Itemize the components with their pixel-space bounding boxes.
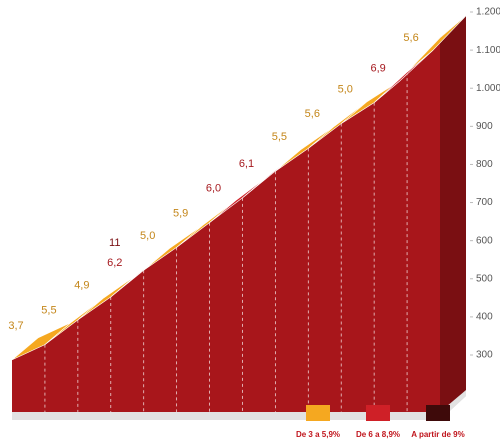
gradient-label: 5,9 [173, 207, 188, 219]
gradient-label: 5,6 [403, 32, 418, 44]
legend-label: De 3 a 5,9% [296, 430, 340, 439]
gradient-label: 6,9 [371, 63, 386, 75]
front-face [12, 37, 440, 413]
y-tick-label: 900 [476, 121, 493, 132]
y-tick-label: 400 [476, 312, 493, 323]
legend-label: De 6 a 8,9% [356, 430, 400, 439]
floor-edge [12, 390, 466, 420]
y-tick-label: 600 [476, 235, 493, 246]
gradient-label: 4,9 [74, 280, 89, 292]
legend-label: A partir de 9% [411, 430, 465, 439]
y-tick-label: 300 [476, 350, 493, 361]
legend-swatch [426, 405, 450, 421]
gradient-label: 5,0 [338, 83, 353, 95]
gradient-band [406, 15, 467, 73]
max-gradient: 11 [109, 237, 120, 249]
y-tick-label: 800 [476, 159, 493, 170]
gradient-label: 6,0 [206, 183, 221, 195]
gradient-label: 5,5 [272, 131, 287, 143]
legend-swatch [366, 405, 390, 421]
y-tick-label: 1.000 [476, 83, 500, 94]
y-tick-label: 1.200 [476, 7, 500, 18]
legend-swatch [306, 405, 330, 421]
gradient-label: 5,0 [140, 230, 155, 242]
y-tick-label: 700 [476, 197, 493, 208]
y-tick-label: 1.100 [476, 45, 500, 56]
gradient-label: 6,1 [239, 158, 254, 170]
gradient-label: 3,7 [8, 320, 23, 332]
side-face [440, 15, 466, 413]
gradient-label: 5,5 [41, 305, 56, 317]
gradient-label: 6,2 [107, 257, 122, 269]
gradient-label: 5,6 [305, 108, 320, 120]
y-tick-label: 500 [476, 273, 493, 284]
